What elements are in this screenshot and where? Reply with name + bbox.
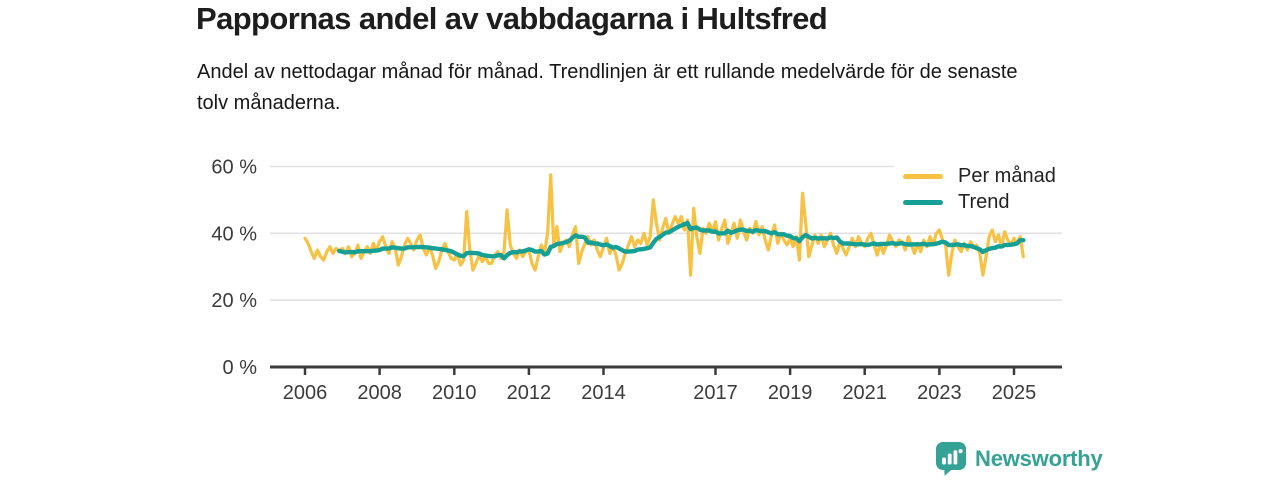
y-tick-label: 60 % [211, 157, 257, 179]
legend-swatch-trend [903, 199, 943, 205]
x-tick-label: 2008 [357, 382, 402, 404]
legend-item-trend: Trend [903, 189, 1056, 215]
x-tick-label: 2014 [581, 382, 626, 404]
legend-label-trend: Trend [958, 190, 1010, 213]
legend-label-per-manad: Per månad [958, 164, 1056, 187]
x-tick-label: 2017 [693, 382, 738, 404]
y-tick-label: 0 % [223, 357, 258, 379]
newsworthy-logo-icon [936, 442, 966, 476]
chart-subtitle: Andel av nettodagar månad för månad. Tre… [197, 61, 1018, 114]
newsworthy-logo: Newsworthy [936, 442, 1103, 476]
x-tick-label: 2012 [507, 382, 552, 404]
chart-legend: Per månad Trend [894, 162, 1062, 216]
x-tick-label: 2019 [768, 382, 813, 404]
newsworthy-logo-text: Newsworthy [975, 446, 1103, 471]
y-tick-label: 40 % [211, 223, 257, 245]
x-tick-label: 2010 [432, 382, 477, 404]
x-tick-label: 2021 [842, 382, 887, 404]
legend-swatch-per-manad [903, 173, 943, 179]
legend-item-per-manad: Per månad [903, 163, 1056, 189]
trend-line [337, 220, 1026, 261]
x-tick-label: 2023 [917, 382, 962, 404]
y-tick-label: 20 % [211, 290, 257, 312]
chart-title: Pappornas andel av vabbdagarna i Hultsfr… [196, 1, 828, 36]
x-tick-label: 2006 [283, 382, 328, 404]
x-tick-label: 2025 [992, 382, 1037, 404]
